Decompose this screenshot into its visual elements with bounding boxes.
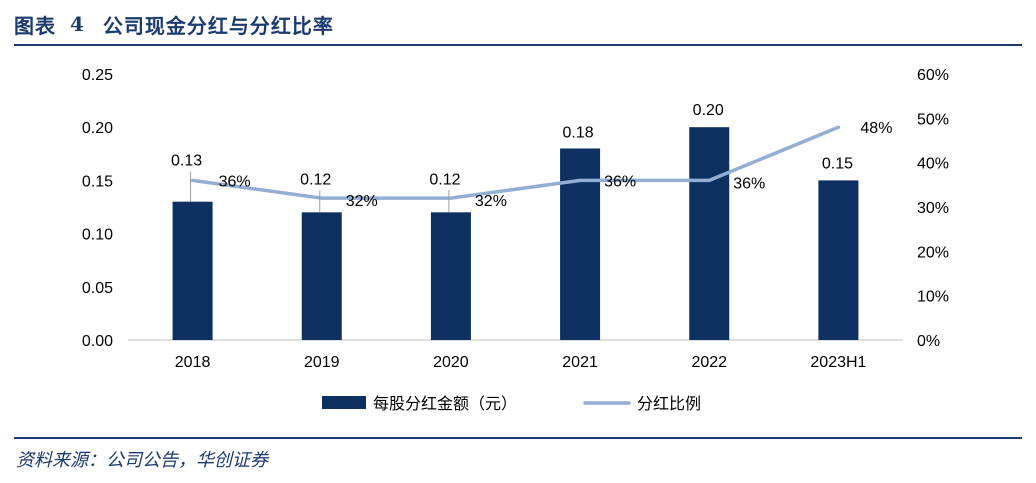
y-left-tick-label: 0.00 <box>82 333 113 350</box>
y-left-tick-label: 0.15 <box>82 173 113 190</box>
line-value-label: 32% <box>475 193 507 210</box>
source-note: 资料来源：公司公告，华创证券 <box>16 450 268 471</box>
x-tick-label: 2022 <box>691 354 727 371</box>
y-right-tick-label: 0% <box>917 333 940 350</box>
bar <box>689 127 730 340</box>
x-tick-label: 2018 <box>175 354 211 371</box>
y-right-tick-label: 30% <box>917 200 949 217</box>
y-right-tick-label: 20% <box>917 244 949 261</box>
line-value-label: 32% <box>346 193 378 210</box>
ratio-line <box>190 125 841 200</box>
line-value-label: 36% <box>219 173 251 190</box>
x-tick-label: 2023H1 <box>810 354 866 371</box>
y-left-tick-label: 0.25 <box>82 67 113 84</box>
x-tick-label: 2020 <box>433 354 469 371</box>
y-right-tick-label: 40% <box>917 156 949 173</box>
legend-line-label: 分红比例 <box>637 395 701 413</box>
title-divider <box>14 44 1022 46</box>
bar <box>818 180 859 340</box>
bar <box>172 201 213 340</box>
y-right-tick-label: 50% <box>917 111 949 128</box>
line-value-label: 48% <box>860 120 892 137</box>
footer-divider <box>14 437 1022 439</box>
line-value-label: 36% <box>733 175 765 192</box>
figure-label: 图表 <box>14 13 56 38</box>
y-left-tick-label: 0.10 <box>82 227 113 244</box>
legend-bar-label: 每股分红金额（元） <box>373 395 517 413</box>
bar-value-label: 0.20 <box>693 102 724 119</box>
y-left-tick-label: 0.20 <box>82 120 113 137</box>
figure-title-text: 公司现金分红与分红比率 <box>102 13 334 38</box>
bar-value-label: 0.12 <box>300 171 331 188</box>
legend-bar-swatch <box>322 396 366 409</box>
bar-value-label: 0.15 <box>822 155 853 172</box>
bar <box>430 212 471 340</box>
bar-value-label: 0.12 <box>429 171 460 188</box>
bar <box>301 212 342 340</box>
x-tick-label: 2021 <box>562 354 598 371</box>
x-tick-label: 2019 <box>304 354 340 371</box>
bar <box>560 148 601 340</box>
bar-value-label: 0.13 <box>171 153 202 170</box>
y-left-tick-label: 0.05 <box>82 280 113 297</box>
figure-title: 图表 4 公司现金分红与分红比率 <box>14 6 334 42</box>
y-right-tick-label: 60% <box>917 67 949 84</box>
bar-value-label: 0.18 <box>563 124 594 141</box>
figure-number: 4 <box>70 12 85 36</box>
line-value-label: 36% <box>604 173 636 190</box>
y-right-tick-label: 10% <box>917 289 949 306</box>
